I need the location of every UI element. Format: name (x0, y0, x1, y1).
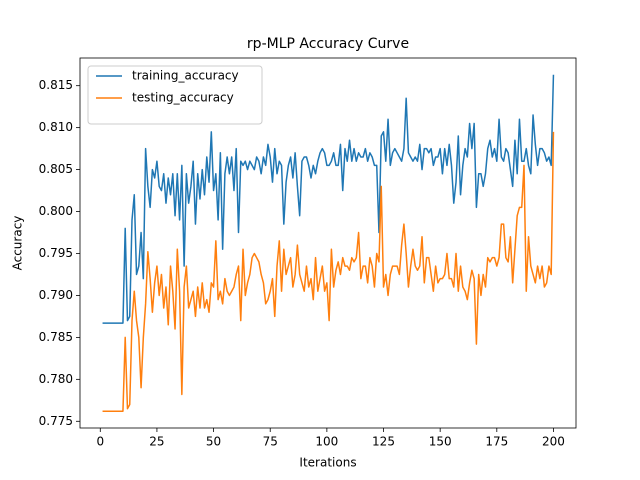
axes-frame (79, 57, 577, 429)
x-tick-label: 100 (315, 435, 338, 449)
x-tick-label: 125 (372, 435, 395, 449)
x-tick-label: 50 (206, 435, 221, 449)
line-series (102, 74, 555, 324)
y-tick-label: 0.795 (39, 246, 73, 260)
y-tick-label: 0.780 (39, 372, 73, 386)
x-tick-label: 0 (96, 435, 104, 449)
x-tick-label: 150 (429, 435, 452, 449)
y-tick-label: 0.800 (39, 204, 73, 218)
y-tick-label: 0.805 (39, 162, 73, 176)
legend-box (87, 65, 263, 125)
line-series (102, 131, 555, 412)
legend-label: training_accuracy (132, 69, 239, 83)
legend-label: testing_accuracy (132, 91, 234, 105)
y-axis-label: Accuracy (11, 216, 25, 271)
y-tick-label: 0.790 (39, 288, 73, 302)
y-tick-label: 0.815 (39, 78, 73, 92)
x-tick-label: 200 (542, 435, 565, 449)
x-tick-label: 25 (149, 435, 164, 449)
y-tick-label: 0.785 (39, 330, 73, 344)
x-tick-label: 175 (485, 435, 508, 449)
x-axis-label: Iterations (299, 456, 356, 470)
y-tick-label: 0.810 (39, 120, 73, 134)
y-tick-label: 0.775 (39, 414, 73, 428)
x-tick-label: 75 (263, 435, 278, 449)
chart-title: rp-MLP Accuracy Curve (247, 36, 409, 52)
